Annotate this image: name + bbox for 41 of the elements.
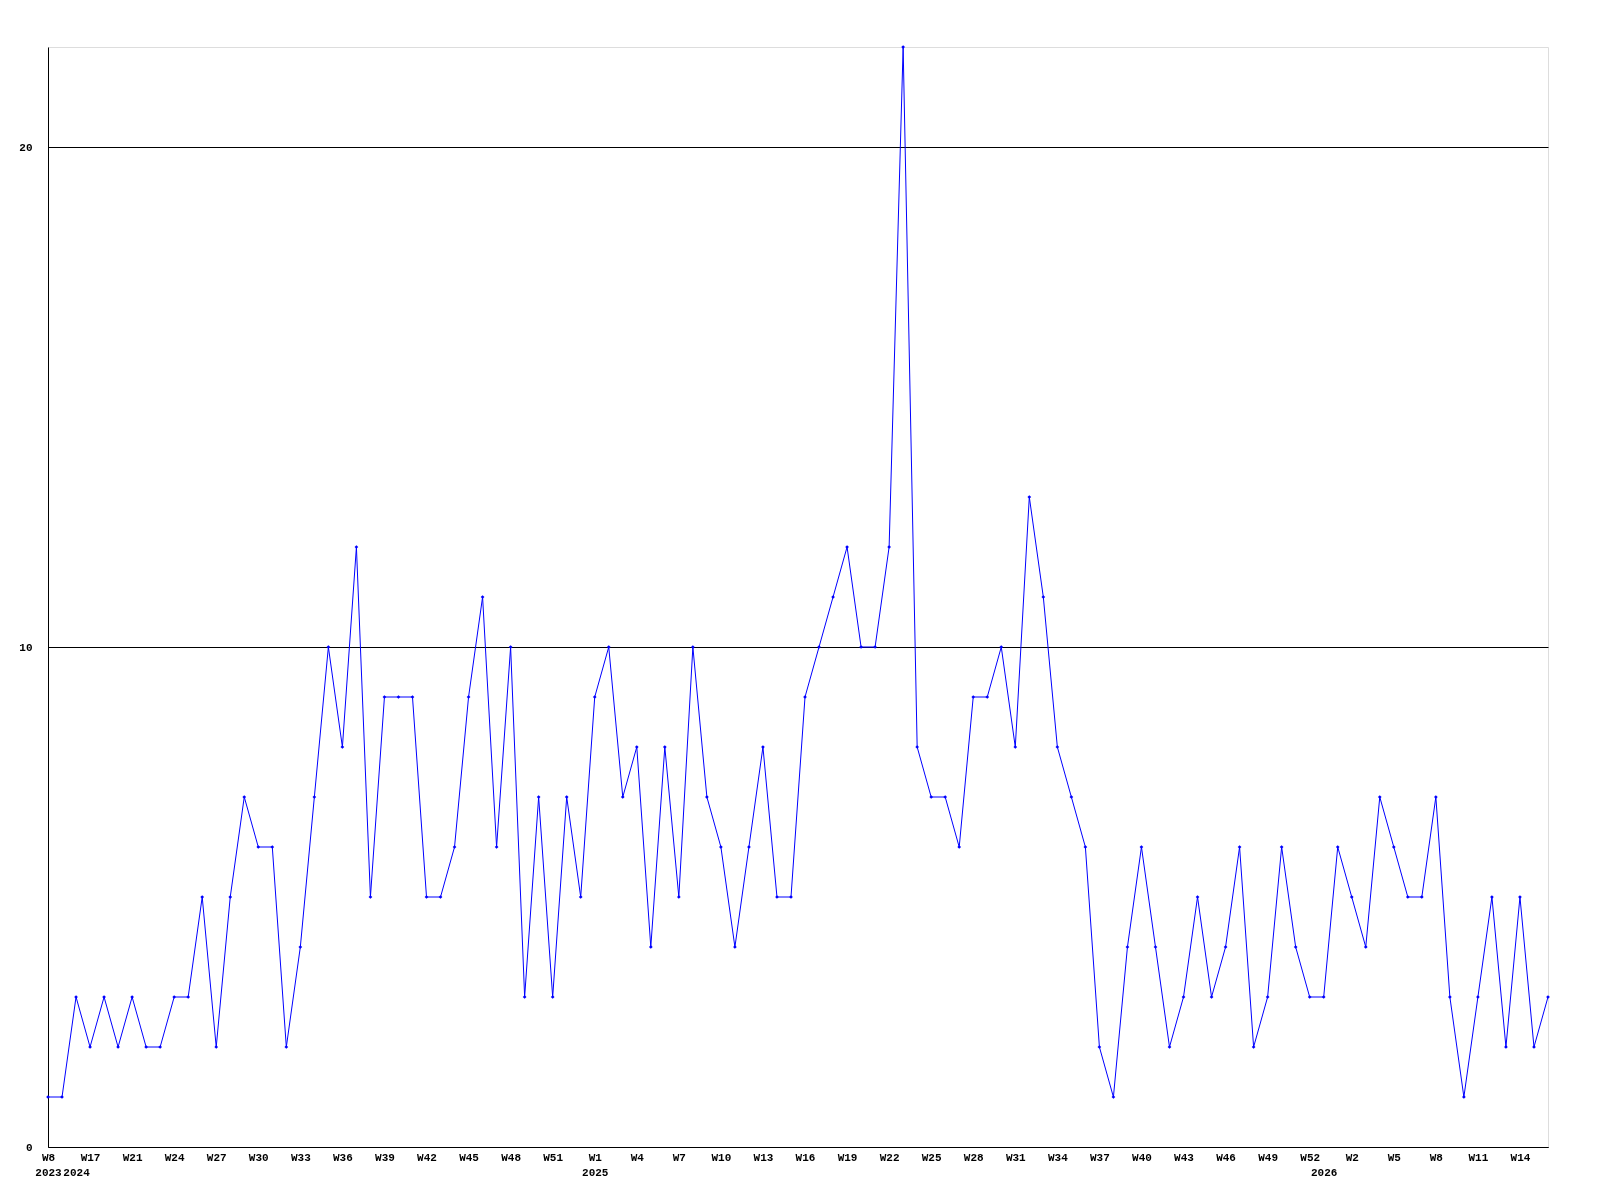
x-tick-label: W49 [1258, 1151, 1279, 1164]
x-tick-label: W21 [122, 1151, 143, 1164]
x-tick-label: W36 [332, 1151, 353, 1164]
x-tick-label: W13 [753, 1151, 774, 1164]
x-tick-label: W1 2025 [582, 1151, 609, 1179]
x-tick-label: W25 [921, 1151, 942, 1164]
x-tick-label: W27 [206, 1151, 227, 1164]
x-tick-label: 2024 [63, 1166, 91, 1179]
x-tick-label: W8 2023 [35, 1151, 63, 1179]
x-tick-label: W2 [1345, 1151, 1359, 1164]
x-tick-label: W17 [80, 1151, 101, 1164]
x-tick-label: W34 [1047, 1151, 1069, 1164]
x-tick-label: W22 [879, 1151, 900, 1164]
x-tick-label: W39 [375, 1151, 395, 1164]
x-tick-label: 2026 [1311, 1166, 1338, 1179]
x-tick-label: W46 [1216, 1151, 1236, 1164]
x-tick-label: W19 [837, 1151, 858, 1164]
x-tick-label: W45 [459, 1151, 480, 1164]
y-tick-label: 10 [19, 641, 33, 654]
x-tick-label: W30 [248, 1151, 269, 1164]
x-tick-label: W42 [417, 1151, 437, 1164]
x-tick-label: W40 [1132, 1151, 1152, 1164]
x-tick-label: W43 [1174, 1151, 1195, 1164]
x-tick-label: W7 [672, 1151, 686, 1164]
x-tick-label: W37 [1090, 1151, 1110, 1164]
x-tick-label: W8 [1429, 1151, 1444, 1164]
y-tick-label: 0 [25, 1141, 33, 1154]
x-tick-label: W14 [1510, 1151, 1531, 1164]
x-tick-label: W48 [501, 1151, 522, 1164]
x-tick-label: W33 [290, 1151, 312, 1164]
y-tick-label: 20 [19, 141, 33, 154]
x-tick-label: W11 [1468, 1151, 1489, 1164]
x-tick-label: W10 [711, 1151, 732, 1164]
x-tick-label: W52 [1300, 1151, 1321, 1164]
x-tick-label: W24 [164, 1151, 185, 1164]
x-tick-label: W51 [543, 1151, 564, 1164]
x-tick-label: W4 [630, 1151, 645, 1164]
x-tick-label: W31 [1005, 1151, 1027, 1164]
x-tick-label: W16 [795, 1151, 816, 1164]
x-tick-label: W28 [963, 1151, 985, 1164]
x-tick-label: W5 [1387, 1151, 1402, 1164]
